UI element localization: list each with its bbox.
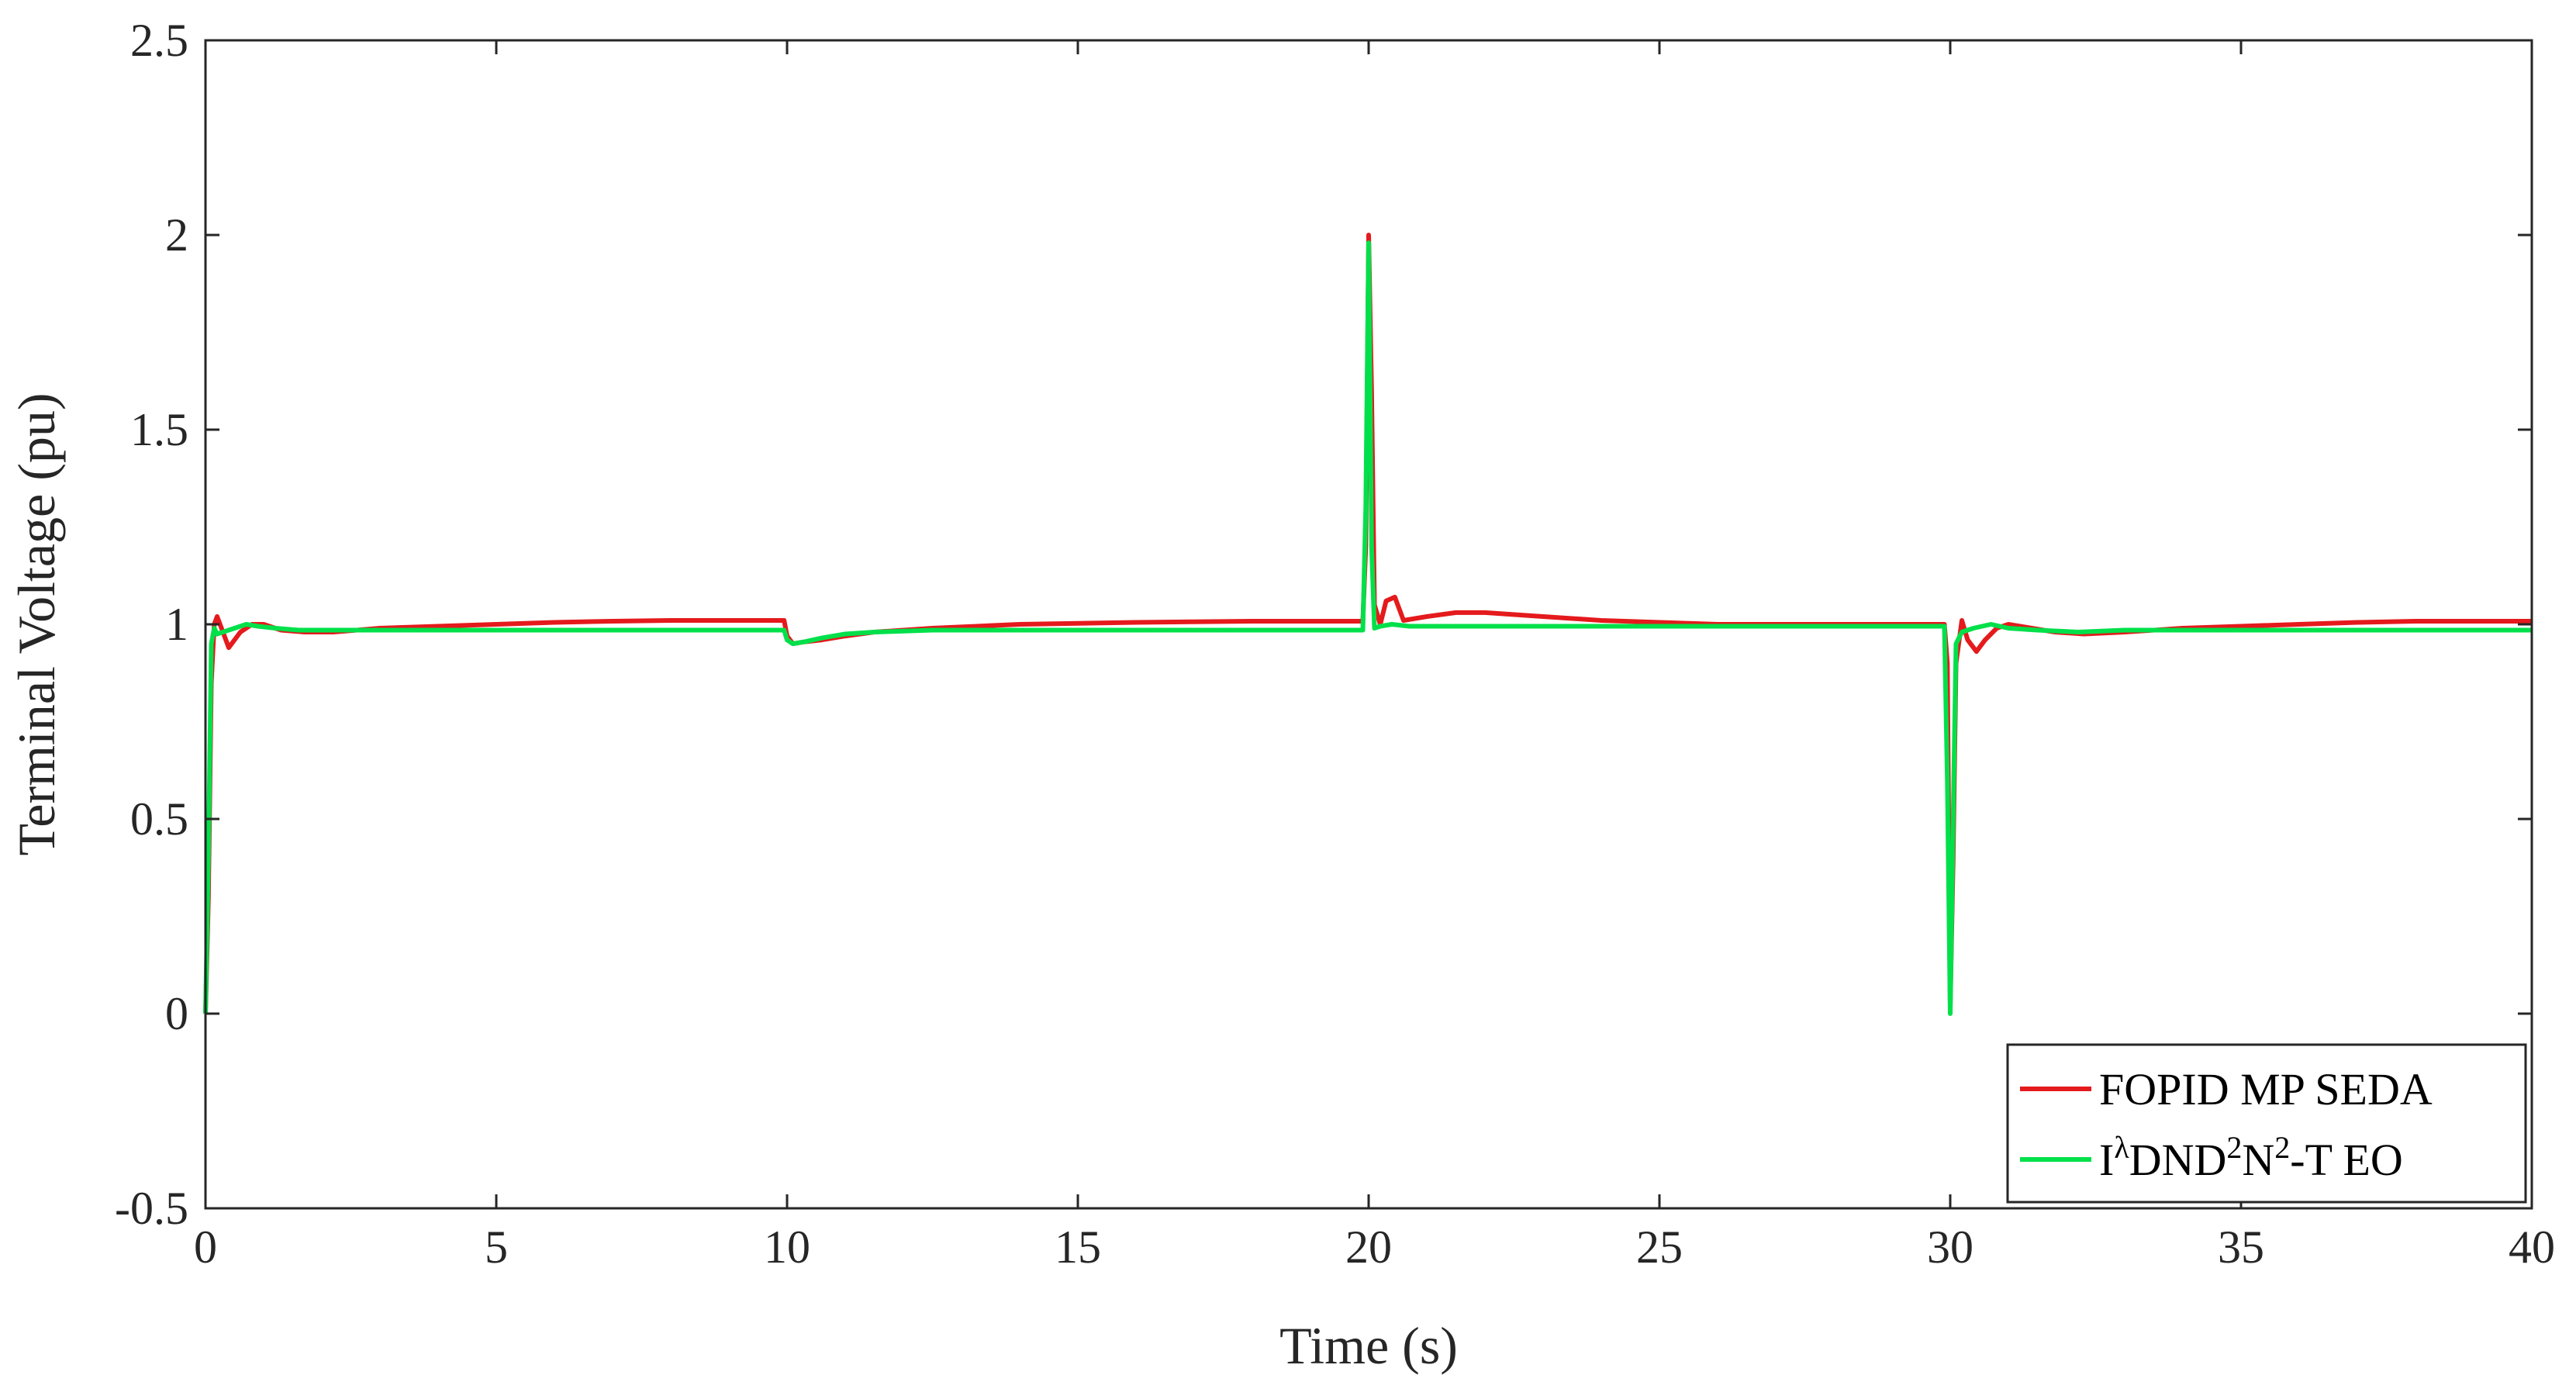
legend-label-base-dnd: DND: [2129, 1135, 2227, 1185]
y-tick-label: 0.5: [130, 793, 188, 845]
x-axis-label: Time (s): [1279, 1316, 1458, 1375]
legend-label-sup-2a: 2: [2226, 1130, 2242, 1165]
legend-label-base-t-eo: -T EO: [2290, 1135, 2403, 1185]
legend-label-fopid-mp-seda: FOPID MP SEDA: [2099, 1064, 2433, 1114]
y-axis-label: Terminal Voltage (pu): [7, 392, 66, 855]
x-tick-label: 0: [194, 1221, 217, 1273]
legend-box: [2006, 1043, 2527, 1204]
y-tick-label: 1: [165, 599, 188, 650]
legend-label-base-n: N: [2242, 1135, 2274, 1185]
y-tick-label: 0: [165, 988, 188, 1039]
x-tick-label: 35: [2218, 1221, 2264, 1273]
tick-layer: 0 5 10 15 20 25 30 35 40-0.500.511.522.5: [115, 15, 2555, 1273]
y-tick-label: 1.5: [130, 404, 188, 455]
legend-label-sup-2b: 2: [2274, 1130, 2290, 1165]
legend: FOPID MP SEDA IλDND2N2-T EO: [2006, 1043, 2527, 1204]
legend-label-text: FOPID MP SEDA: [2099, 1064, 2433, 1114]
series-layer: [203, 233, 2532, 1016]
y-tick-label: 2: [165, 209, 188, 261]
legend-label-base-i: I: [2099, 1135, 2114, 1185]
x-tick-label: 25: [1636, 1221, 1683, 1273]
x-tick-label: 15: [1055, 1221, 1101, 1273]
y-tick-label: -0.5: [115, 1183, 188, 1234]
x-tick-label: 10: [764, 1221, 810, 1273]
x-tick-label: 5: [485, 1221, 508, 1273]
x-tick-label: 30: [1927, 1221, 1973, 1273]
series-line-idnd2n2-t-eo: [203, 240, 2532, 1016]
legend-label-idnd2n2-t-eo: IλDND2N2-T EO: [2099, 1130, 2403, 1186]
legend-label-sup-lambda: λ: [2114, 1130, 2129, 1165]
x-tick-label: 40: [2509, 1221, 2555, 1273]
x-tick-label: 20: [1345, 1221, 1392, 1273]
y-tick-label: 2.5: [130, 15, 188, 66]
